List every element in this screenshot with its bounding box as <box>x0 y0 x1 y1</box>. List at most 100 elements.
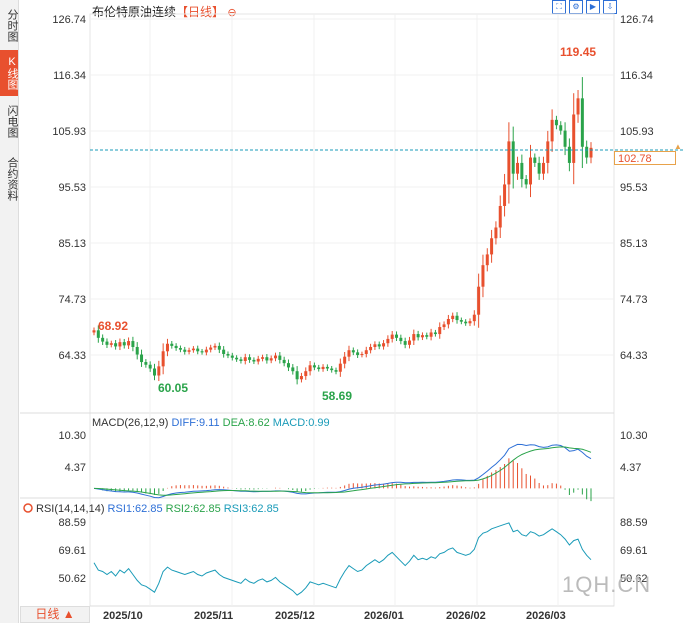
candle-body <box>200 351 204 353</box>
candle-body <box>403 341 407 345</box>
candle-body <box>317 367 321 370</box>
candle-body <box>114 343 118 347</box>
candle-body <box>308 365 312 372</box>
candle-body <box>170 343 174 346</box>
candle-body <box>580 98 584 147</box>
candle-body <box>585 146 589 158</box>
tab-kline[interactable]: K线图 <box>0 50 18 96</box>
candle-body <box>153 368 157 376</box>
candle-body <box>498 205 502 228</box>
macd-tick: 10.30 <box>58 430 86 442</box>
rsi3-value: RSI3:62.85 <box>223 503 279 515</box>
tab-flash[interactable]: 闪电图 <box>6 104 18 138</box>
candle-body <box>330 368 334 371</box>
candle-body <box>122 342 126 346</box>
candle-body <box>494 227 498 239</box>
candle-body <box>373 344 377 347</box>
price-tick: 85.13 <box>58 238 86 250</box>
candle-body <box>554 119 558 126</box>
tab-intraday[interactable]: 分时图 <box>6 8 18 42</box>
candle-body <box>196 348 200 352</box>
start-price-label: 68.92 <box>98 319 128 333</box>
macd-tick: 10.30 <box>620 430 648 442</box>
candle-body <box>399 337 403 342</box>
zoom-out-icon[interactable]: ⊖ <box>227 7 237 19</box>
candle-body <box>183 349 187 352</box>
price-tick: 85.13 <box>620 238 648 250</box>
candle-body <box>148 364 152 369</box>
candle-body <box>386 338 390 344</box>
candle-body <box>442 324 446 328</box>
macd-tick: 4.37 <box>620 462 641 474</box>
candle-body <box>286 363 290 368</box>
candle-body <box>278 355 282 360</box>
candle-body <box>140 354 144 363</box>
candle-body <box>178 348 182 350</box>
candle-body <box>576 98 580 115</box>
tab-contract-info[interactable]: 合约资料 <box>6 157 18 201</box>
candle-body <box>524 179 528 185</box>
x-axis-label: 2025/10 <box>103 610 143 622</box>
candle-body <box>360 353 364 356</box>
candle-body <box>563 130 567 147</box>
x-axis-label: 2026/01 <box>364 610 404 622</box>
rsi-tick: 50.62 <box>620 573 648 585</box>
candle-body <box>490 238 494 255</box>
rsi-tick: 88.59 <box>58 517 86 529</box>
candle-body <box>248 357 252 360</box>
candle-body <box>213 345 217 348</box>
rsi-series <box>93 522 592 596</box>
candle-body <box>589 147 593 158</box>
candle-body <box>105 341 109 345</box>
rsi-tick: 88.59 <box>620 517 648 529</box>
rsi1-value: RSI1:62.85 <box>107 503 163 515</box>
rsi-title: RSI(14,14,14) <box>36 503 105 515</box>
candle-body <box>274 355 278 359</box>
price-tick: 64.33 <box>620 350 648 362</box>
candle-body <box>243 357 247 361</box>
candle-body <box>127 341 131 346</box>
candle-body <box>191 348 195 351</box>
candle-body <box>144 362 148 365</box>
macd-value: MACD:0.99 <box>272 417 330 429</box>
candle-body <box>438 327 442 335</box>
rsi-settings-icon[interactable] <box>23 503 33 513</box>
x-axis-label: 2026/03 <box>526 610 566 622</box>
candle-body <box>520 162 524 180</box>
rsi-tick: 69.61 <box>620 545 648 557</box>
period-select-button[interactable]: 日线 ▲ <box>20 606 90 623</box>
candle-body <box>165 343 169 352</box>
x-axis-label: 2025/11 <box>194 610 233 622</box>
x-axis-label: 2025/12 <box>275 610 315 622</box>
candle-body <box>412 334 416 341</box>
candle-body <box>226 353 230 356</box>
candle-body <box>546 141 550 163</box>
side-tab-bar: 分时图 K线图 闪电图 合约资料 <box>0 0 19 623</box>
candle-body <box>265 357 269 361</box>
watermark: 1QH.CN <box>562 572 652 597</box>
instrument-name: 布伦特原油连续 <box>92 5 177 19</box>
candle-body <box>312 365 316 368</box>
candle-body <box>157 366 161 376</box>
candle-body <box>131 341 135 347</box>
candle-body <box>161 351 165 367</box>
candle-body <box>239 359 243 361</box>
candle-body <box>429 332 433 337</box>
candle-body <box>533 157 537 163</box>
macd-diff-line <box>93 443 592 499</box>
candle-body <box>369 346 373 351</box>
period-label: 【日线】 <box>176 5 225 19</box>
macd-series <box>93 443 592 502</box>
price-tick: 74.73 <box>58 294 86 306</box>
macd-legend: MACD(26,12,9) DIFF:9.11 DEA:8.62 MACD:0.… <box>92 417 330 429</box>
candle-body <box>511 141 515 174</box>
rsi-tick: 69.61 <box>58 545 86 557</box>
macd-dea: DEA:8.62 <box>222 417 270 429</box>
candle-body <box>235 357 239 360</box>
candle-body <box>222 349 226 354</box>
candle-body <box>516 162 520 174</box>
candle-body <box>261 357 265 359</box>
candle-body <box>572 114 576 163</box>
price-tag-arrow-icon[interactable]: ▲ <box>674 142 682 151</box>
